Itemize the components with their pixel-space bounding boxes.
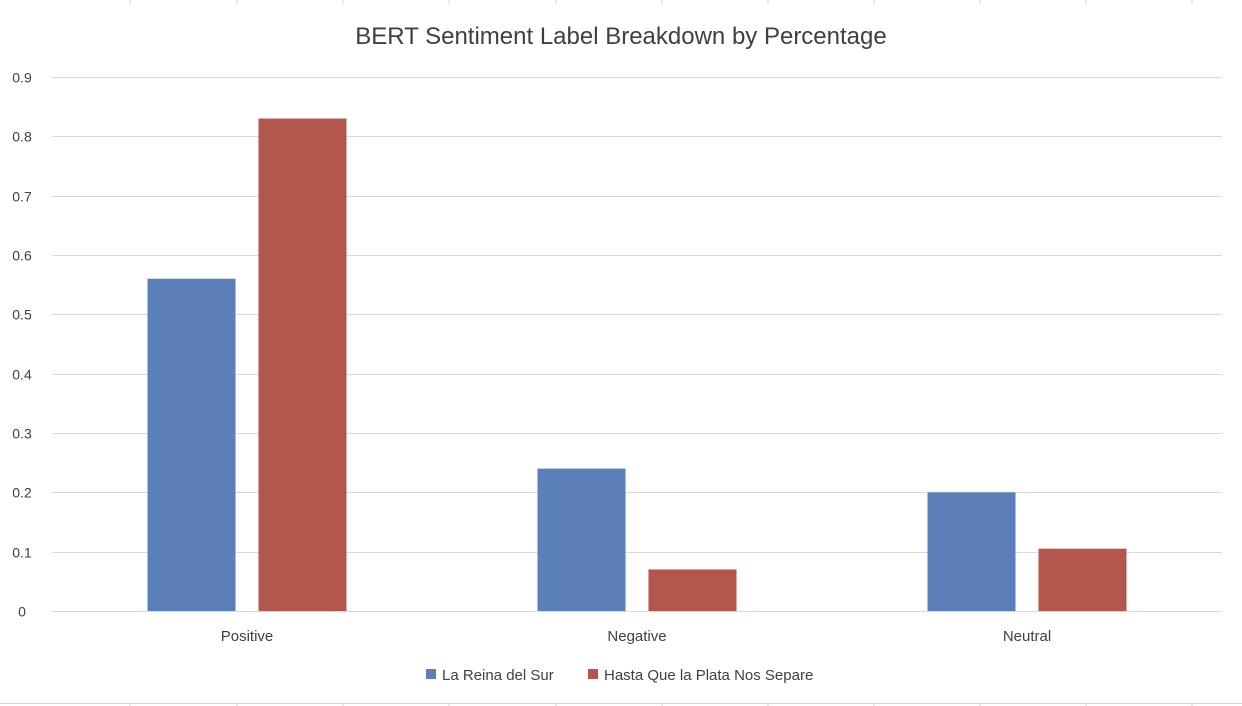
bar-negative-series-0 <box>537 468 626 611</box>
y-tick-label: 0.3 <box>12 426 32 442</box>
y-tick-label: 0.9 <box>12 70 32 86</box>
legend: La Reina del Sur Hasta Que la Plata Nos … <box>426 667 813 684</box>
x-category-label: Positive <box>221 628 274 645</box>
x-category-label: Negative <box>607 628 666 645</box>
y-axis-ticks: 0 0.1 0.2 0.3 0.4 0.5 0.6 0.7 0.8 0.9 <box>12 70 32 620</box>
gridlines <box>52 77 1222 612</box>
legend-label-hasta-que-la-plata: Hasta Que la Plata Nos Separe <box>604 667 813 684</box>
y-tick-label: 0.5 <box>12 307 32 323</box>
y-tick-label: 0.8 <box>12 129 32 145</box>
y-tick-label: 0.2 <box>12 485 32 501</box>
bar-negative-series-1 <box>648 569 737 611</box>
bar-neutral-series-1 <box>1038 548 1127 611</box>
bars <box>147 118 1127 612</box>
y-tick-label: 0.1 <box>12 545 32 561</box>
y-tick-label: 0.6 <box>12 248 32 264</box>
x-axis-categories: Positive Negative Neutral <box>221 628 1051 645</box>
legend-swatch-hasta-que-la-plata <box>588 669 598 679</box>
bar-positive-series-0 <box>147 278 236 611</box>
y-tick-label: 0.4 <box>12 367 32 383</box>
chart-title: BERT Sentiment Label Breakdown by Percen… <box>355 23 886 50</box>
y-tick-label: 0.7 <box>12 189 32 205</box>
bar-positive-series-1 <box>258 118 347 612</box>
legend-label-la-reina-del-sur: La Reina del Sur <box>442 667 554 684</box>
x-category-label: Neutral <box>1003 628 1051 645</box>
legend-swatch-la-reina-del-sur <box>426 669 436 679</box>
y-tick-label: 0 <box>18 604 26 620</box>
bar-neutral-series-0 <box>927 492 1016 611</box>
